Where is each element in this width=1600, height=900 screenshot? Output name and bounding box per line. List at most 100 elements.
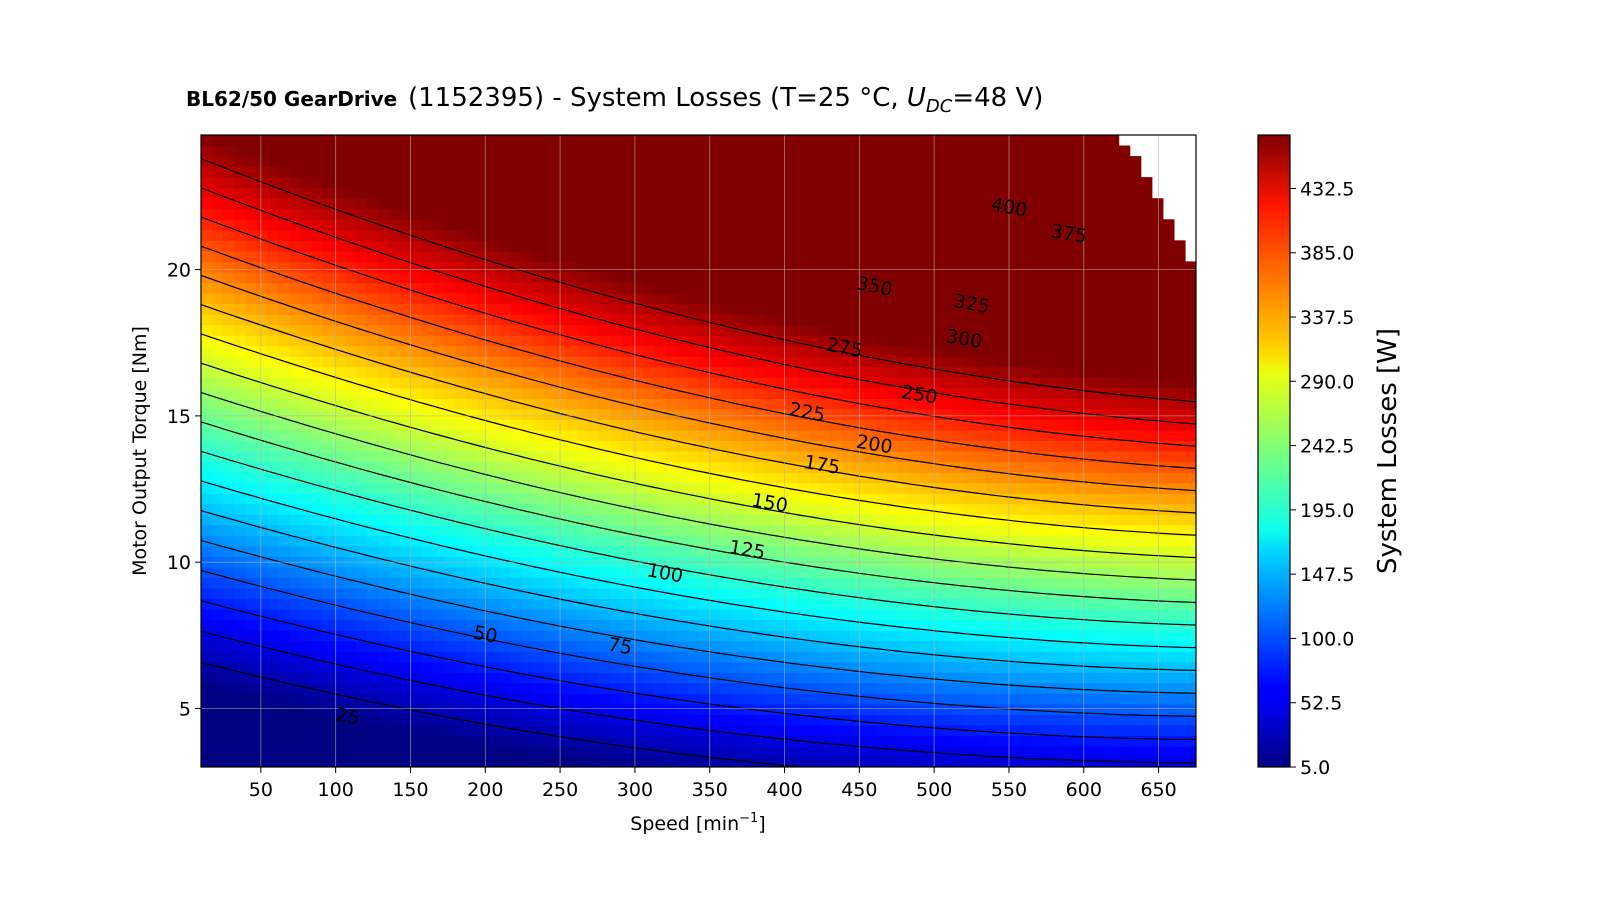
heatmap-cell <box>753 229 766 241</box>
heatmap-cell <box>455 651 467 663</box>
heatmap-cell <box>599 524 611 536</box>
heatmap-cell <box>974 429 987 442</box>
heatmap-cell <box>698 472 711 484</box>
heatmap-cell <box>897 387 910 399</box>
heatmap-cell <box>400 735 412 747</box>
heatmap-cell <box>576 545 589 557</box>
heatmap-cell <box>455 461 467 473</box>
heatmap-cell <box>245 598 257 610</box>
heatmap-cell <box>963 377 976 389</box>
heatmap-cell <box>820 356 832 368</box>
heatmap-cell <box>532 682 545 694</box>
heatmap-cell <box>565 408 578 420</box>
heatmap-cell <box>543 587 556 600</box>
heatmap-cell <box>1019 661 1031 673</box>
heatmap-cell <box>753 745 766 758</box>
heatmap-cell <box>333 724 346 736</box>
heatmap-cell <box>300 630 313 642</box>
heatmap-cell <box>654 335 666 347</box>
heatmap-cell <box>897 566 910 578</box>
heatmap-cell <box>1074 166 1087 178</box>
heatmap-cell <box>985 724 998 736</box>
heatmap-cell <box>643 293 655 305</box>
heatmap-cell <box>477 345 490 357</box>
heatmap-cell <box>1085 419 1098 431</box>
heatmap-cell <box>388 714 401 726</box>
heatmap-cell <box>400 472 412 484</box>
heatmap-cell <box>1030 451 1042 463</box>
heatmap-cell <box>565 724 578 736</box>
heatmap-cell <box>698 187 711 199</box>
heatmap-cell <box>201 714 213 726</box>
heatmap-cell <box>1118 745 1131 758</box>
heatmap-cell <box>532 398 545 410</box>
heatmap-cell <box>599 166 611 178</box>
heatmap-cell <box>731 514 744 526</box>
heatmap-cell <box>366 619 379 631</box>
heatmap-cell <box>377 640 390 652</box>
heatmap-cell <box>333 282 346 294</box>
heatmap-cell <box>676 408 689 420</box>
heatmap-cell <box>698 429 711 442</box>
heatmap-cell <box>842 419 854 431</box>
heatmap-cell <box>864 524 876 536</box>
heatmap-cell <box>952 198 965 210</box>
heatmap-cell <box>1052 493 1064 505</box>
heatmap-cell <box>665 156 677 168</box>
heatmap-cell <box>599 535 611 547</box>
heatmap-cell <box>831 187 843 199</box>
heatmap-cell <box>621 661 633 673</box>
heatmap-cell <box>786 408 799 420</box>
heatmap-cell <box>344 366 357 378</box>
heatmap-cell <box>256 261 268 273</box>
heatmap-cell <box>632 598 644 610</box>
heatmap-cell <box>599 472 611 484</box>
heatmap-cell <box>1096 398 1109 410</box>
heatmap-cell <box>488 419 501 431</box>
heatmap-cell <box>510 282 523 294</box>
heatmap-cell <box>599 408 611 420</box>
heatmap-cell <box>444 524 456 536</box>
heatmap-cell <box>433 271 445 284</box>
heatmap-cell <box>466 724 478 736</box>
heatmap-cell <box>1041 693 1053 705</box>
heatmap-cell <box>587 377 600 389</box>
heatmap-cell <box>820 208 832 220</box>
heatmap-cell <box>886 314 899 326</box>
heatmap-cell <box>411 682 423 694</box>
heatmap-cell <box>1041 598 1053 610</box>
heatmap-cell <box>366 345 379 357</box>
heatmap-cell <box>997 693 1009 705</box>
heatmap-cell <box>477 145 490 157</box>
heatmap-cell <box>344 640 357 652</box>
heatmap-cell <box>344 724 357 736</box>
heatmap-cell <box>654 387 666 399</box>
heatmap-cell <box>455 524 467 536</box>
heatmap-cell <box>223 609 235 621</box>
heatmap-cell <box>543 724 556 736</box>
heatmap-cell <box>941 314 954 326</box>
heatmap-cell <box>366 640 379 652</box>
heatmap-cell <box>786 609 799 621</box>
heatmap-cell <box>422 630 434 642</box>
heatmap-cell <box>720 303 733 315</box>
heatmap-cell <box>820 535 832 547</box>
heatmap-cell <box>388 366 401 378</box>
heatmap-cell <box>444 587 456 600</box>
heatmap-cell <box>842 651 854 663</box>
heatmap-cell <box>411 219 423 231</box>
heatmap-cell <box>267 461 279 473</box>
heatmap-cell <box>864 609 876 621</box>
heatmap-cell <box>311 293 324 305</box>
heatmap-cell <box>333 693 346 705</box>
heatmap-cell <box>344 240 357 252</box>
heatmap-cell <box>1074 682 1087 694</box>
heatmap-cell <box>665 335 677 347</box>
heatmap-cell <box>411 566 423 578</box>
heatmap-cell <box>1052 640 1064 652</box>
heatmap-cell <box>809 640 821 652</box>
chart-title-text: (1152395) - System Losses (T=25 °C, <box>408 83 907 113</box>
heatmap-cell <box>1096 703 1109 715</box>
heatmap-cell <box>687 335 700 347</box>
heatmap-cell <box>687 577 700 589</box>
